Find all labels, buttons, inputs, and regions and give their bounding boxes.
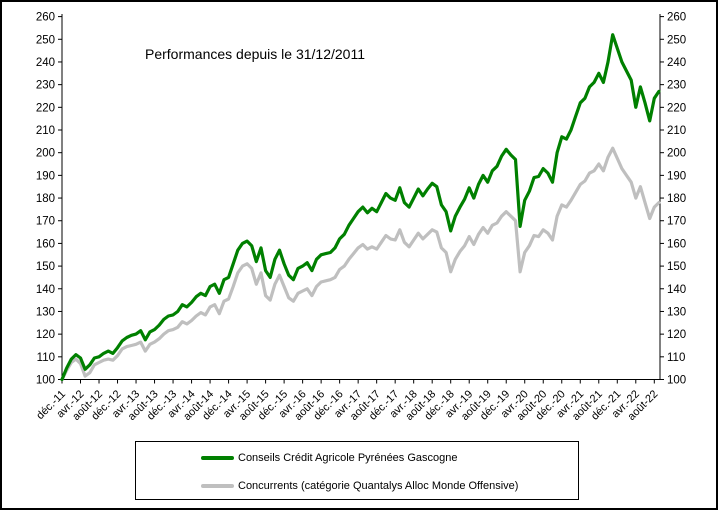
- y-axis-left-label: 120: [36, 329, 55, 341]
- legend-label-conseils: Conseils Crédit Agricole Pyrénées Gascog…: [238, 452, 458, 464]
- legend-label-concurrents: Concurrents (catégorie Quantalys Alloc M…: [238, 480, 519, 492]
- series-line-concurrents: [60, 146, 661, 382]
- y-axis-left-label: 200: [36, 148, 55, 160]
- legend-item-concurrents: Concurrents (catégorie Quantalys Alloc M…: [201, 480, 518, 492]
- y-axis-left-label: 130: [36, 306, 55, 318]
- y-axis-right-label: 160: [667, 238, 686, 250]
- y-axis-right-label: 180: [667, 193, 686, 205]
- series-line-conseils: [60, 33, 661, 382]
- y-axis-left-label: 250: [36, 34, 55, 46]
- y-axis-right-label: 150: [667, 261, 686, 273]
- y-axis-right-label: 190: [667, 170, 686, 182]
- legend-swatch-conseils-line: [201, 456, 234, 460]
- y-axis-left-label: 170: [36, 216, 55, 228]
- y-axis-right-label: 260: [667, 12, 686, 24]
- y-axis-left-label: 100: [36, 375, 55, 387]
- legend: Conseils Crédit Agricole Pyrénées Gascog…: [135, 441, 579, 500]
- y-axis-right-label: 230: [667, 80, 686, 92]
- y-axis-left-label: 220: [36, 102, 55, 114]
- y-axis-right-label: 170: [667, 216, 686, 228]
- y-axis-left-label: 230: [36, 80, 55, 92]
- legend-item-conseils: Conseils Crédit Agricole Pyrénées Gascog…: [201, 452, 458, 464]
- y-axis-left-label: 190: [36, 170, 55, 182]
- y-axis-left-label: 180: [36, 193, 55, 205]
- legend-swatch-concurrents-line: [201, 484, 234, 488]
- y-axis-left-label: 260: [36, 12, 55, 24]
- y-axis-right-label: 100: [667, 375, 686, 387]
- y-axis-left-label: 210: [36, 125, 55, 137]
- y-axis-right-label: 250: [667, 34, 686, 46]
- y-axis-right-label: 130: [667, 306, 686, 318]
- y-axis-right-label: 120: [667, 329, 686, 341]
- y-axis-right-label: 110: [667, 352, 685, 364]
- y-axis-left-label: 150: [36, 261, 55, 273]
- y-axis-left-label: 140: [36, 284, 55, 296]
- y-axis-right-label: 240: [667, 57, 686, 69]
- y-axis-left-label: 160: [36, 238, 55, 250]
- y-axis-left-label: 110: [37, 352, 55, 364]
- y-axis-right-label: 140: [667, 284, 686, 296]
- y-axis-right-label: 210: [667, 125, 686, 137]
- y-axis-left-label: 240: [36, 57, 55, 69]
- y-axis-right-label: 200: [667, 148, 686, 160]
- y-axis-right-label: 220: [667, 102, 686, 114]
- chart-title: Performances depuis le 31/12/2011: [145, 46, 365, 62]
